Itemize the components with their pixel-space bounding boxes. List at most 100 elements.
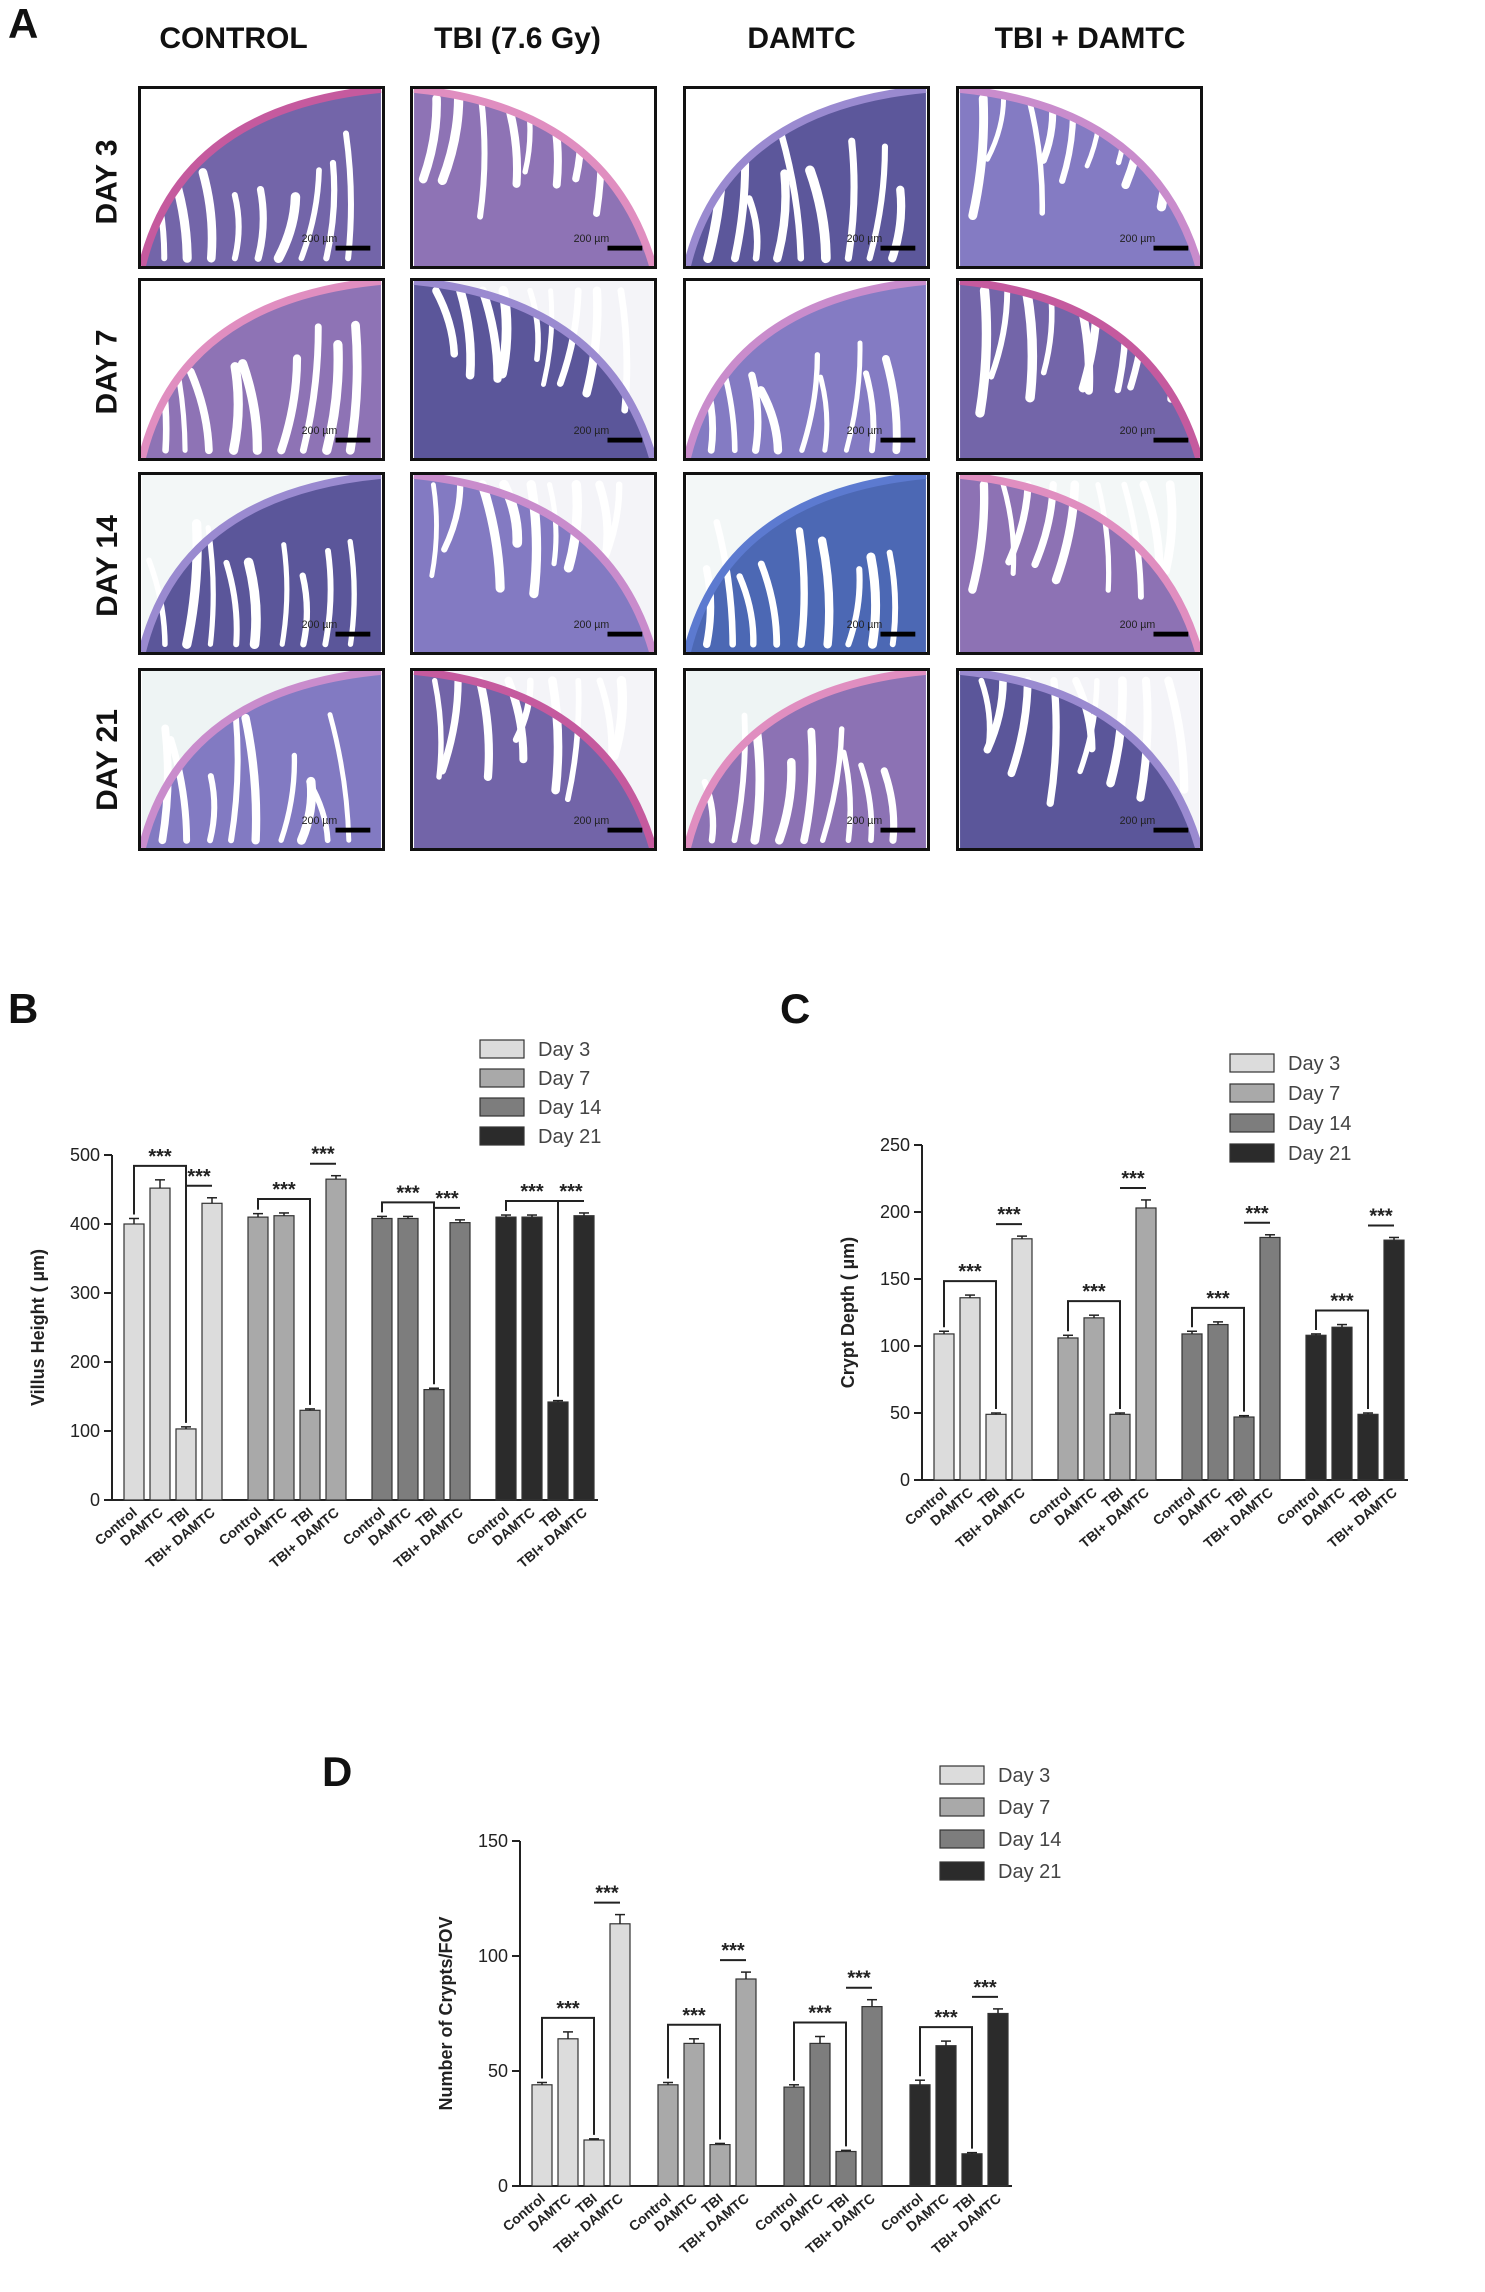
histology-image: 200 µm xyxy=(956,278,1203,461)
significance-label: *** xyxy=(595,1883,619,1905)
significance-label: *** xyxy=(272,1179,296,1201)
bar xyxy=(201,1202,223,1501)
significance-label: *** xyxy=(148,1146,172,1168)
significance-label: *** xyxy=(396,1182,420,1204)
panel-a-letter: A xyxy=(8,0,39,47)
histology-image: 200 µm xyxy=(683,278,930,461)
bar xyxy=(985,1413,1007,1481)
significance-bracket xyxy=(1191,1306,1245,1412)
significance-label: *** xyxy=(435,1188,459,1210)
histology-image: 200 µm xyxy=(956,668,1203,851)
column-header-control: CONTROL xyxy=(159,22,308,55)
bar xyxy=(1083,1317,1105,1481)
bar xyxy=(495,1216,517,1501)
y-tick-label: 100 xyxy=(70,1421,100,1441)
column-header-tbi: TBI (7.6 Gy) xyxy=(434,22,601,55)
row-header-day7: DAY 7 xyxy=(91,328,125,415)
y-axis-label: Villus Height ( µm) xyxy=(28,1249,48,1406)
y-tick-label: 0 xyxy=(498,2176,508,2196)
bar xyxy=(835,2150,857,2187)
bar xyxy=(961,2153,983,2187)
scale-bar-label: 200 µm xyxy=(1120,815,1156,827)
row-header-day3: DAY 3 xyxy=(91,138,125,225)
histology-image: 200 µm xyxy=(410,668,657,851)
bar xyxy=(175,1428,197,1501)
significance-label: *** xyxy=(973,1977,997,1999)
bar xyxy=(861,2006,883,2187)
bar xyxy=(683,2042,705,2187)
legend-swatch xyxy=(479,1097,525,1117)
legend-swatch xyxy=(939,1861,985,1881)
scale-bar-label: 200 µm xyxy=(302,619,338,631)
significance-bracket xyxy=(381,1201,435,1385)
bar xyxy=(1011,1238,1033,1481)
y-tick-label: 0 xyxy=(90,1490,100,1510)
legend-label: Day 3 xyxy=(1288,1053,1340,1075)
histology-image: 200 µm xyxy=(138,668,385,851)
bar xyxy=(657,2084,679,2187)
bar xyxy=(573,1215,595,1501)
bar xyxy=(273,1215,295,1501)
bar xyxy=(987,2012,1009,2187)
bar xyxy=(1331,1326,1353,1481)
bar xyxy=(783,2086,805,2187)
y-tick-label: 0 xyxy=(900,1470,910,1490)
bar xyxy=(609,1923,631,2187)
bar xyxy=(959,1297,981,1481)
bar xyxy=(909,2084,931,2187)
bar xyxy=(149,1187,171,1501)
scale-bar xyxy=(1153,437,1189,443)
bar xyxy=(1207,1323,1229,1481)
scale-bar-label: 200 µm xyxy=(574,815,610,827)
significance-bracket xyxy=(1315,1309,1369,1409)
bar xyxy=(1135,1207,1157,1481)
bar xyxy=(809,2042,831,2187)
bar xyxy=(1305,1334,1327,1481)
significance-label: *** xyxy=(311,1144,335,1166)
histology-image: 200 µm xyxy=(138,278,385,461)
y-tick-label: 150 xyxy=(880,1269,910,1289)
significance-label: *** xyxy=(934,2007,958,2029)
significance-label: *** xyxy=(187,1166,211,1188)
legend-label: Day 7 xyxy=(1288,1083,1340,1105)
y-tick-label: 400 xyxy=(70,1214,100,1234)
scale-bar xyxy=(607,437,643,443)
significance-label: *** xyxy=(520,1181,544,1203)
significance-label: *** xyxy=(997,1204,1021,1226)
bar xyxy=(735,1978,757,2187)
y-tick-label: 50 xyxy=(890,1403,910,1423)
legend-label: Day 21 xyxy=(538,1126,601,1148)
y-tick-label: 100 xyxy=(880,1336,910,1356)
legend-swatch xyxy=(1229,1083,1275,1103)
significance-bracket xyxy=(505,1200,559,1397)
significance-label: *** xyxy=(1082,1281,1106,1303)
y-tick-label: 300 xyxy=(70,1283,100,1303)
bar xyxy=(449,1222,471,1501)
legend-label: Day 7 xyxy=(998,1797,1050,1819)
scale-bar-label: 200 µm xyxy=(302,815,338,827)
bar xyxy=(1057,1337,1079,1481)
scale-bar-label: 200 µm xyxy=(847,233,883,245)
bar xyxy=(583,2139,605,2187)
legend-label: Day 14 xyxy=(998,1829,1061,1851)
scale-bar xyxy=(607,245,643,251)
y-tick-label: 200 xyxy=(880,1202,910,1222)
legend-swatch xyxy=(939,1765,985,1785)
bar xyxy=(423,1389,445,1501)
scale-bar xyxy=(335,631,371,637)
legend-label: Day 3 xyxy=(538,1039,590,1061)
bar xyxy=(709,2144,731,2187)
scale-bar xyxy=(880,245,916,251)
significance-label: *** xyxy=(1369,1205,1393,1227)
legend-label: Day 14 xyxy=(1288,1113,1351,1135)
scale-bar-label: 200 µm xyxy=(574,619,610,631)
significance-bracket xyxy=(257,1197,311,1405)
significance-label: *** xyxy=(1245,1203,1269,1225)
histology-image: 200 µm xyxy=(956,86,1203,269)
bar xyxy=(521,1216,543,1501)
histology-image: 200 µm xyxy=(683,472,930,655)
bar xyxy=(1383,1239,1405,1481)
